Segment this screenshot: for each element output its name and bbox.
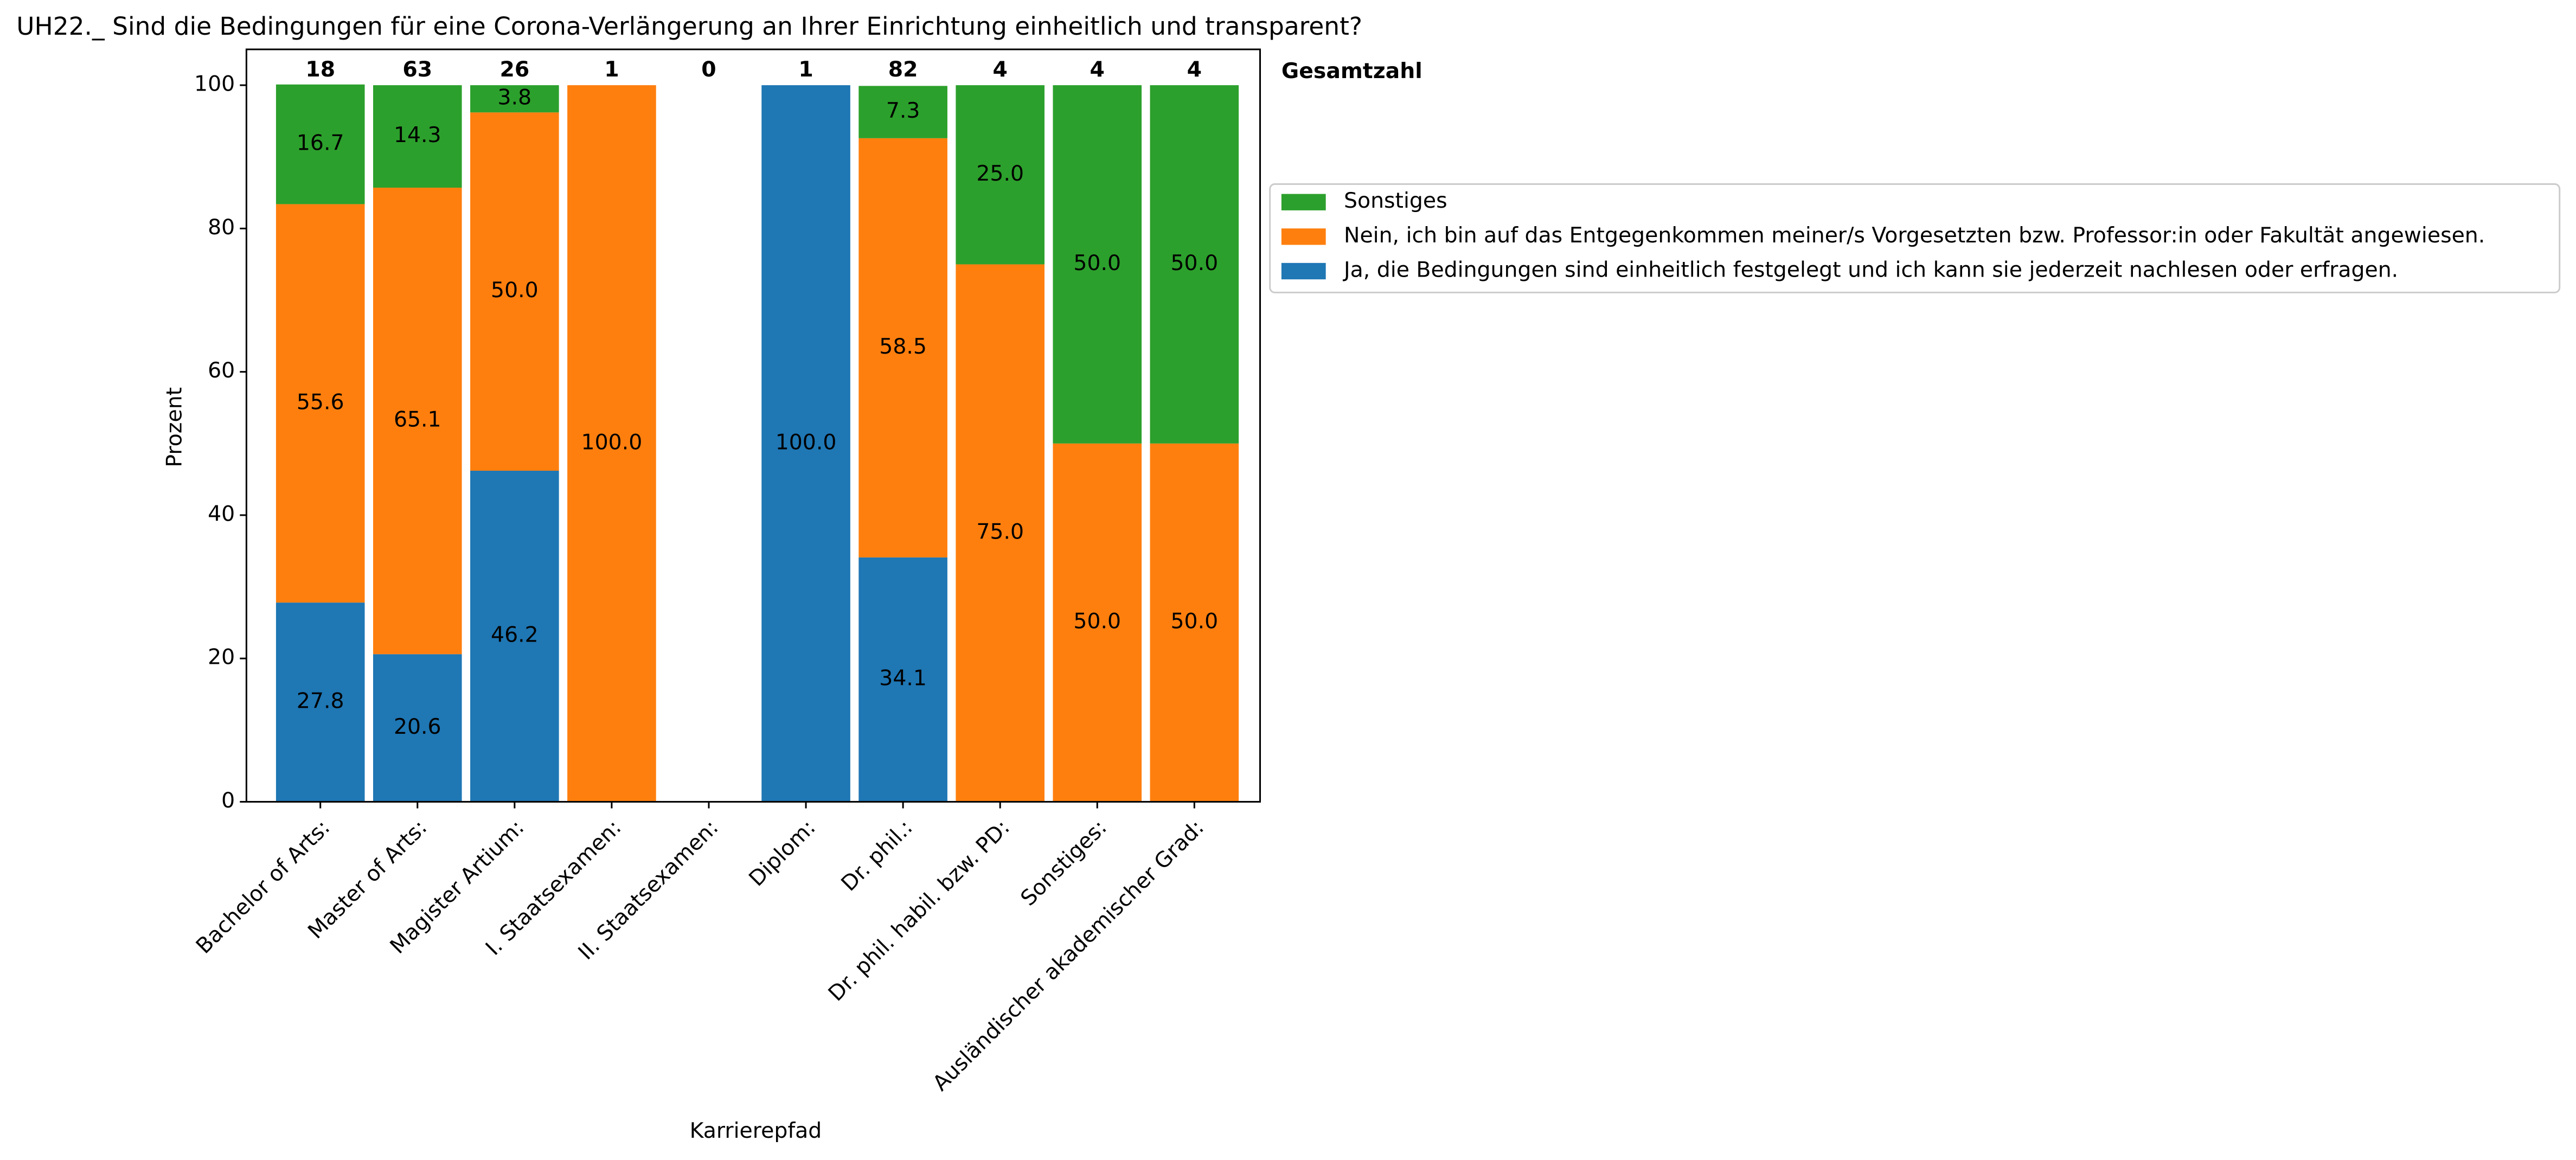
legend-label: Ja, die Bedingungen sind einheitlich fes… <box>1342 257 2398 282</box>
y-tick-label: 80 <box>208 215 235 240</box>
bar-segment <box>1150 443 1239 802</box>
value-label: 100.0 <box>581 430 643 454</box>
legend-swatch <box>1281 194 1326 210</box>
bar-segment <box>761 85 850 802</box>
value-label: 50.0 <box>1170 609 1218 634</box>
total-label: 4 <box>992 57 1007 82</box>
value-label: 55.6 <box>297 389 344 414</box>
value-label: 46.2 <box>491 623 539 648</box>
value-label: 65.1 <box>394 407 441 432</box>
bar-segment <box>858 138 947 557</box>
plot-frame <box>245 48 1261 803</box>
value-label: 50.0 <box>1073 251 1121 275</box>
value-label: 27.8 <box>297 688 344 713</box>
bar-segment <box>1053 443 1142 802</box>
value-label: 20.6 <box>394 714 441 739</box>
bar-segment <box>1053 85 1142 444</box>
total-label: 1 <box>798 57 813 82</box>
y-tick-label: 60 <box>208 358 235 383</box>
value-label: 58.5 <box>879 334 927 359</box>
bar-segment <box>275 603 365 802</box>
y-tick-label: 20 <box>208 645 235 670</box>
value-label: 16.7 <box>297 131 344 156</box>
totals-heading: Gesamtzahl <box>1281 59 1422 84</box>
value-label: 75.0 <box>976 519 1024 544</box>
total-label: 0 <box>701 57 716 82</box>
value-label: 50.0 <box>1170 251 1218 275</box>
chart-title: UH22._ Sind die Bedingungen für eine Cor… <box>16 12 1362 41</box>
value-label: 14.3 <box>394 123 441 148</box>
total-label: 4 <box>1187 57 1202 82</box>
legend-label: Sonstiges <box>1344 188 1447 213</box>
x-axis-label: Karrierepfad <box>690 1118 822 1143</box>
y-tick-label: 40 <box>208 501 235 526</box>
total-label: 1 <box>604 57 619 82</box>
bar-segment <box>470 470 559 802</box>
bar-segment <box>275 204 365 603</box>
bar-segment <box>858 86 947 138</box>
legend-label: Nein, ich bin auf das Entgegenkommen mei… <box>1344 223 2485 248</box>
y-axis-label: Prozent <box>162 387 187 467</box>
bar-segment <box>275 84 365 204</box>
legend-swatch <box>1281 228 1326 245</box>
bar-segment <box>470 112 559 471</box>
total-label: 18 <box>305 57 335 82</box>
value-label: 50.0 <box>491 278 539 303</box>
bar-segment <box>956 264 1045 802</box>
y-tick-label: 0 <box>221 788 235 813</box>
total-label: 26 <box>499 57 529 82</box>
bar-segment <box>373 654 462 802</box>
bar-segment <box>373 188 462 655</box>
value-label: 7.3 <box>886 98 920 123</box>
total-label: 82 <box>888 57 918 82</box>
bar-segment <box>1150 85 1239 444</box>
bar-segment <box>956 85 1045 265</box>
legend-box <box>1269 183 2561 293</box>
value-label: 3.8 <box>498 85 532 110</box>
bar-segment <box>567 85 656 802</box>
value-label: 50.0 <box>1073 609 1121 634</box>
value-label: 25.0 <box>976 161 1024 186</box>
bar-segment <box>858 557 947 802</box>
legend-swatch <box>1281 262 1326 280</box>
total-label: 63 <box>402 57 432 82</box>
bar-segment <box>373 85 462 188</box>
y-tick-label: 100 <box>194 72 235 97</box>
value-label: 34.1 <box>879 666 927 691</box>
total-label: 4 <box>1090 57 1105 82</box>
value-label: 100.0 <box>776 430 837 454</box>
bar-segment <box>470 85 559 113</box>
